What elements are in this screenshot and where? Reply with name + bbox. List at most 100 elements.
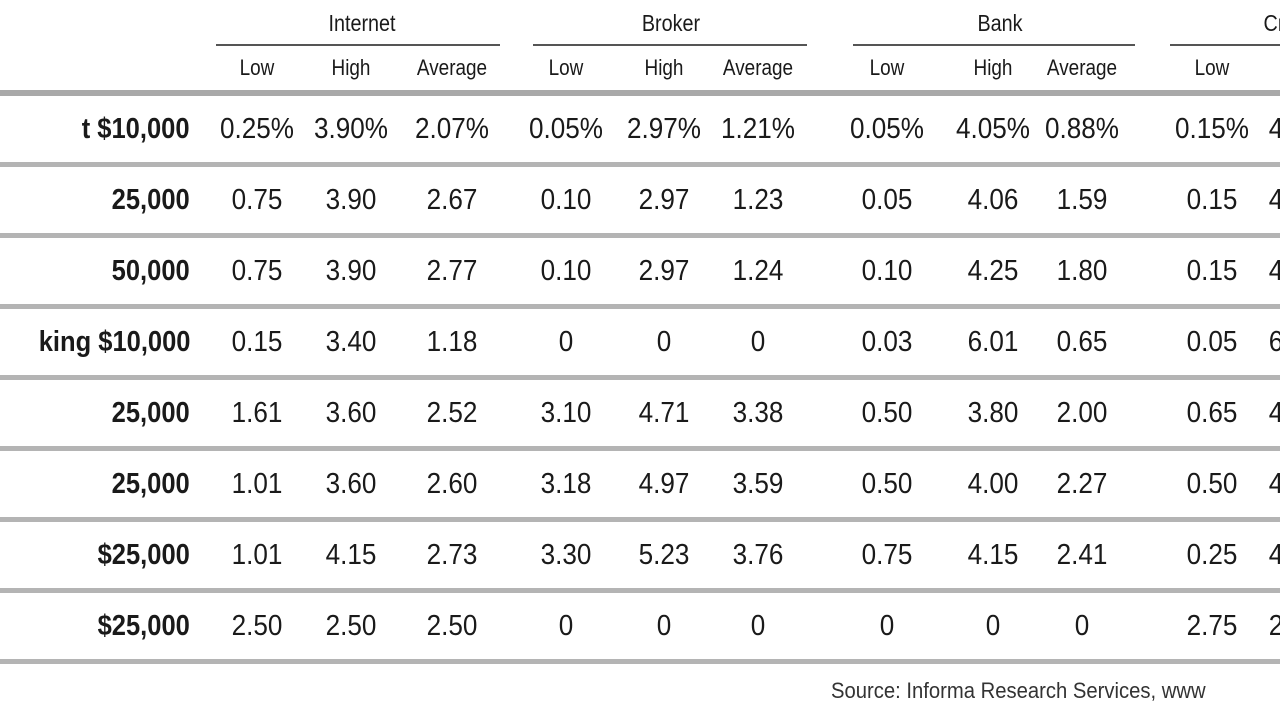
rate-cell: 4.05% — [955, 113, 1030, 145]
rate-cell: 1.01 — [231, 539, 283, 571]
subcolumn-header: Low — [239, 55, 275, 80]
rate-cell: 1.24 — [732, 255, 784, 287]
rate-cell: 3.90% — [313, 113, 388, 145]
subcolumn-header: Low — [548, 55, 584, 80]
rate-cell: 3.59 — [732, 468, 784, 500]
rate-cell: 2.07% — [414, 113, 489, 145]
subcolumn-header: Low — [869, 55, 905, 80]
rate-cell: 0.15% — [1174, 113, 1249, 145]
rate-cell: 0.03 — [861, 326, 913, 358]
row-label: $25,000 — [97, 610, 190, 642]
rate-cell: 4 — [1222, 113, 1280, 146]
rate-cell: 0.10 — [540, 184, 592, 216]
rate-cell: 0.65 — [1056, 326, 1108, 358]
rate-cell: 3.60 — [325, 397, 377, 429]
row-divider — [0, 304, 1280, 309]
rate-cell: 3.40 — [325, 326, 377, 358]
rate-cell: 5.23 — [638, 539, 690, 571]
rate-cell: 2.50 — [231, 610, 283, 642]
rate-cell: 2.60 — [426, 468, 478, 500]
rate-cell: 2.52 — [426, 397, 478, 429]
row-divider — [0, 517, 1280, 522]
rate-cell: 2.97 — [638, 184, 690, 216]
rate-cell: 1.01 — [231, 468, 283, 500]
row-divider — [0, 162, 1280, 167]
row-label: king $10,000 — [38, 326, 190, 358]
rate-cell: 0.15 — [1186, 255, 1238, 287]
rate-cell: 0.25 — [1186, 539, 1238, 571]
rate-cell: 0.50 — [861, 468, 913, 500]
group-underline — [216, 44, 500, 46]
rate-cell: 2.27 — [1056, 468, 1108, 500]
rate-cell: 2.97 — [638, 255, 690, 287]
rate-cell: 2.77 — [426, 255, 478, 287]
rate-cell: 4 — [1222, 468, 1280, 501]
rate-cell: 0 — [750, 610, 766, 642]
rate-cell: 3.90 — [325, 255, 377, 287]
rate-cell: 0.10 — [540, 255, 592, 287]
rate-cell: 0.10 — [861, 255, 913, 287]
rate-cell: 0.05 — [861, 184, 913, 216]
rate-cell: 4.25 — [967, 255, 1019, 287]
rate-cell: 4 — [1222, 539, 1280, 572]
row-divider — [0, 446, 1280, 451]
rate-cell: 0.75 — [231, 255, 283, 287]
rate-cell: 1.61 — [231, 397, 283, 429]
rate-cell: 0 — [1074, 610, 1090, 642]
rate-cell: 0 — [985, 610, 1001, 642]
rate-cell: 3.30 — [540, 539, 592, 571]
rate-cell: 4 — [1222, 255, 1280, 288]
rate-cell: 4 — [1222, 184, 1280, 217]
row-divider — [0, 375, 1280, 380]
rate-cell: 0.05% — [849, 113, 924, 145]
row-divider — [0, 233, 1280, 238]
source-note: Source: Informa Research Services, www — [831, 678, 1206, 703]
row-label: 25,000 — [111, 468, 190, 500]
group-header: Internet — [328, 10, 396, 36]
rate-cell: 6.01 — [967, 326, 1019, 358]
row-label: $25,000 — [97, 539, 190, 571]
rate-cell: 0.25% — [219, 113, 294, 145]
rate-cell: 2 — [1222, 610, 1280, 643]
row-divider — [0, 659, 1280, 664]
rate-cell: 3.90 — [325, 184, 377, 216]
row-label: t $10,000 — [82, 113, 190, 145]
rate-cell: 0 — [656, 326, 672, 358]
rate-cell: 0.15 — [231, 326, 283, 358]
rate-cell: 4.00 — [967, 468, 1019, 500]
rate-cell: 2.50 — [325, 610, 377, 642]
group-underline — [1170, 44, 1280, 46]
subcolumn-header: High — [644, 55, 684, 80]
row-label: 25,000 — [111, 397, 190, 429]
rate-cell: 0.05% — [528, 113, 603, 145]
rate-cell: 0 — [558, 326, 574, 358]
group-header: Bank — [977, 10, 1023, 36]
rate-cell: 3.60 — [325, 468, 377, 500]
rate-cell: 2.75 — [1186, 610, 1238, 642]
rate-cell: 0.05 — [1186, 326, 1238, 358]
rate-cell: 3.38 — [732, 397, 784, 429]
rate-cell: 0 — [750, 326, 766, 358]
subcolumn-header: Low — [1194, 55, 1230, 80]
rate-cell: 3.10 — [540, 397, 592, 429]
rate-cell: 1.21% — [720, 113, 795, 145]
rate-cell: 4.71 — [638, 397, 690, 429]
rate-cell: 0.88% — [1044, 113, 1119, 145]
rate-cell: 4.97 — [638, 468, 690, 500]
rate-cell: 2.41 — [1056, 539, 1108, 571]
rate-cell: 0.50 — [1186, 468, 1238, 500]
rate-cell: 3.18 — [540, 468, 592, 500]
rate-cell: 2.00 — [1056, 397, 1108, 429]
rate-cell: 2.73 — [426, 539, 478, 571]
rate-cell: 4.06 — [967, 184, 1019, 216]
group-header: Cr — [1263, 10, 1280, 36]
rate-cell: 4.15 — [967, 539, 1019, 571]
subcolumn-header: Average — [722, 55, 794, 80]
group-underline — [853, 44, 1135, 46]
subcolumn-header: Average — [416, 55, 488, 80]
rate-cell: 0.15 — [1186, 184, 1238, 216]
subcolumn-header: High — [973, 55, 1013, 80]
row-label: 25,000 — [111, 184, 190, 216]
rate-cell: 1.18 — [426, 326, 478, 358]
